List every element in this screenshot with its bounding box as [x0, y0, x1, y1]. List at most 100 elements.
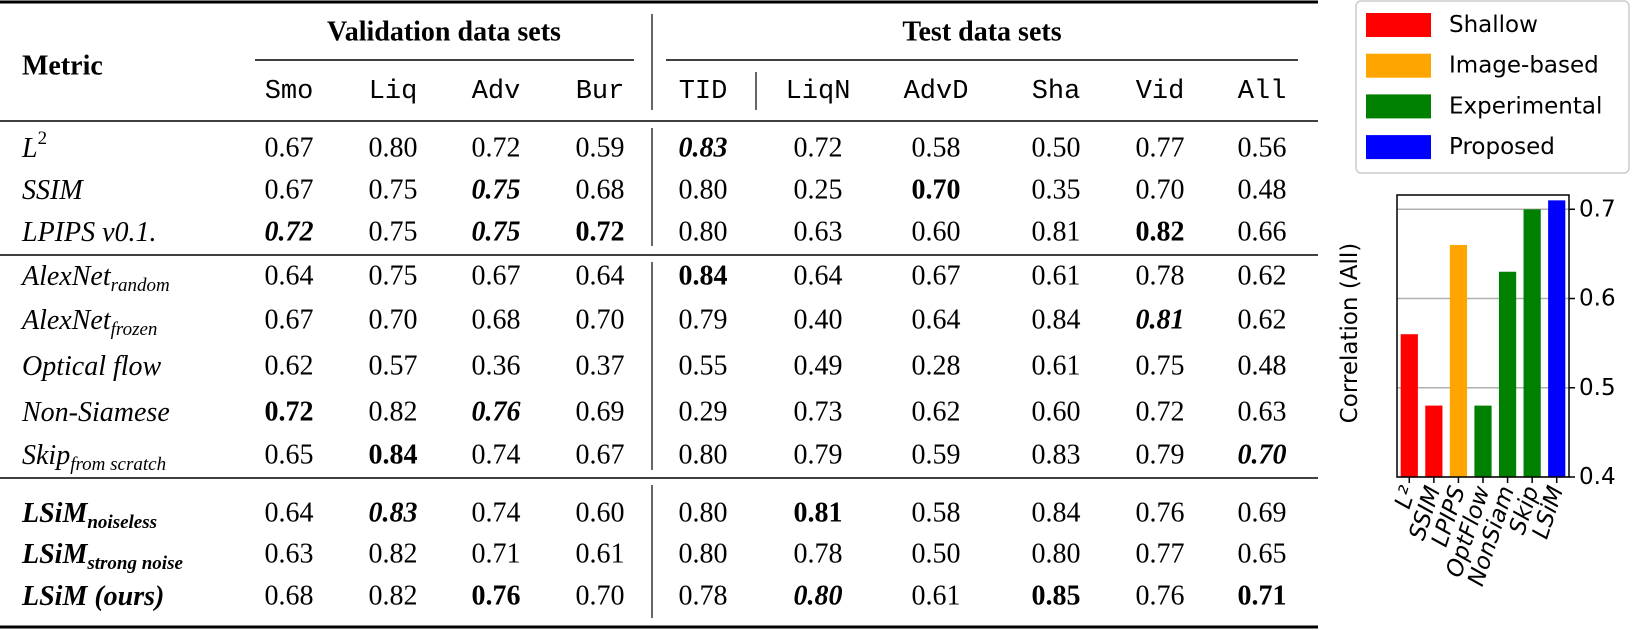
cell-value: 0.61 — [1032, 351, 1081, 382]
cell-value: 0.69 — [1238, 498, 1287, 529]
cell-value: 0.80 — [679, 217, 728, 248]
column-header: Smo — [265, 77, 314, 107]
cell-value: 0.72 — [265, 397, 314, 428]
cell-value: 0.68 — [576, 175, 625, 206]
cell-value: 0.75 — [1136, 351, 1185, 382]
cell-value: 0.67 — [576, 440, 625, 471]
cell-value: 0.50 — [912, 539, 961, 570]
metric-name: Skipfrom scratch — [22, 440, 166, 475]
group-header: Validation data sets — [327, 17, 561, 48]
cell-value: 0.37 — [576, 351, 625, 382]
cell-value: 0.75 — [369, 217, 418, 248]
metric-name: LSiMstrong noise — [21, 539, 183, 574]
cell-value: 0.66 — [1238, 217, 1287, 248]
cell-value: 0.60 — [576, 498, 625, 529]
cell-value: 0.65 — [265, 440, 314, 471]
bar — [1523, 209, 1541, 477]
metric-base: L — [21, 133, 38, 164]
cell-value: 0.80 — [679, 175, 728, 206]
column-header: All — [1238, 77, 1287, 107]
cell-value: 0.84 — [679, 261, 728, 292]
metric-sub: frozen — [111, 319, 158, 340]
cell-value: 0.61 — [576, 539, 625, 570]
metric-base: LPIPS v0.1. — [21, 217, 157, 248]
metric-sub: from scratch — [70, 454, 166, 475]
cell-value: 0.64 — [794, 261, 843, 292]
cell-value: 0.73 — [794, 397, 843, 428]
metric-name: LPIPS v0.1. — [21, 217, 157, 248]
column-header: Liq — [369, 77, 418, 107]
column-header: AdvD — [904, 77, 969, 107]
cell-value: 0.70 — [1238, 440, 1287, 471]
y-tick-label: 0.6 — [1579, 286, 1616, 312]
cell-value: 0.79 — [679, 305, 728, 336]
cell-value: 0.67 — [912, 261, 961, 292]
bar — [1474, 405, 1492, 477]
cell-value: 0.69 — [576, 397, 625, 428]
cell-value: 0.80 — [794, 581, 843, 612]
metric-base: SSIM — [22, 175, 84, 206]
metric-name: LSiMnoiseless — [21, 498, 157, 533]
cell-value: 0.68 — [265, 581, 314, 612]
cell-value: 0.72 — [794, 133, 843, 164]
column-header: Bur — [576, 77, 625, 107]
cell-value: 0.48 — [1238, 351, 1287, 382]
cell-value: 0.63 — [1238, 397, 1287, 428]
cell-value: 0.57 — [369, 351, 418, 382]
cell-value: 0.70 — [576, 581, 625, 612]
cell-value: 0.64 — [265, 498, 314, 529]
cell-value: 0.63 — [794, 217, 843, 248]
cell-value: 0.62 — [912, 397, 961, 428]
metric-base: Non-Siamese — [21, 397, 170, 428]
cell-value: 0.81 — [1032, 217, 1081, 248]
cell-value: 0.61 — [1032, 261, 1081, 292]
cell-value: 0.62 — [1238, 305, 1287, 336]
cell-value: 0.80 — [679, 498, 728, 529]
legend-label: Shallow — [1449, 12, 1538, 38]
cell-value: 0.85 — [1032, 581, 1081, 612]
cell-value: 0.61 — [912, 581, 961, 612]
cell-value: 0.82 — [369, 539, 418, 570]
cell-value: 0.36 — [472, 351, 521, 382]
plot-frame — [1396, 194, 1570, 478]
cell-value: 0.67 — [265, 175, 314, 206]
column-header: LiqN — [786, 77, 851, 107]
metric-base: Skip — [22, 440, 70, 471]
cell-value: 0.81 — [1136, 305, 1185, 336]
cell-value: 0.83 — [679, 133, 728, 164]
cell-value: 0.50 — [1032, 133, 1081, 164]
cell-value: 0.75 — [369, 261, 418, 292]
cell-value: 0.59 — [576, 133, 625, 164]
cell-value: 0.58 — [912, 133, 961, 164]
cell-value: 0.48 — [1238, 175, 1287, 206]
cell-value: 0.79 — [794, 440, 843, 471]
cell-value: 0.72 — [576, 217, 625, 248]
cell-value: 0.64 — [576, 261, 625, 292]
cell-value: 0.35 — [1032, 175, 1081, 206]
cell-value: 0.25 — [794, 175, 843, 206]
legend-swatch — [1366, 135, 1431, 160]
cell-value: 0.76 — [472, 581, 521, 612]
bar-chart: Shallow Image-based Experimental Proposed 0.… — [1337, 12, 1616, 589]
cell-value: 0.29 — [679, 397, 728, 428]
y-tick-label: 0.5 — [1579, 375, 1616, 401]
cell-value: 0.72 — [1136, 397, 1185, 428]
cell-value: 0.78 — [794, 539, 843, 570]
cell-value: 0.75 — [472, 175, 521, 206]
cell-value: 0.60 — [912, 217, 961, 248]
cell-value: 0.75 — [472, 217, 521, 248]
metric-name: L2 — [21, 128, 47, 164]
legend-label: Proposed — [1449, 134, 1555, 160]
metric-base: LSiM (ours) — [21, 581, 164, 612]
y-tick-label: 0.7 — [1579, 196, 1616, 222]
cell-value: 0.65 — [1238, 539, 1287, 570]
cell-value: 0.55 — [679, 351, 728, 382]
cell-value: 0.82 — [369, 581, 418, 612]
cell-value: 0.81 — [794, 498, 843, 529]
legend-box — [1355, 0, 1630, 174]
cell-value: 0.58 — [912, 498, 961, 529]
legend-label: Image-based — [1449, 53, 1599, 79]
bar — [1425, 405, 1443, 477]
cell-value: 0.84 — [369, 440, 418, 471]
